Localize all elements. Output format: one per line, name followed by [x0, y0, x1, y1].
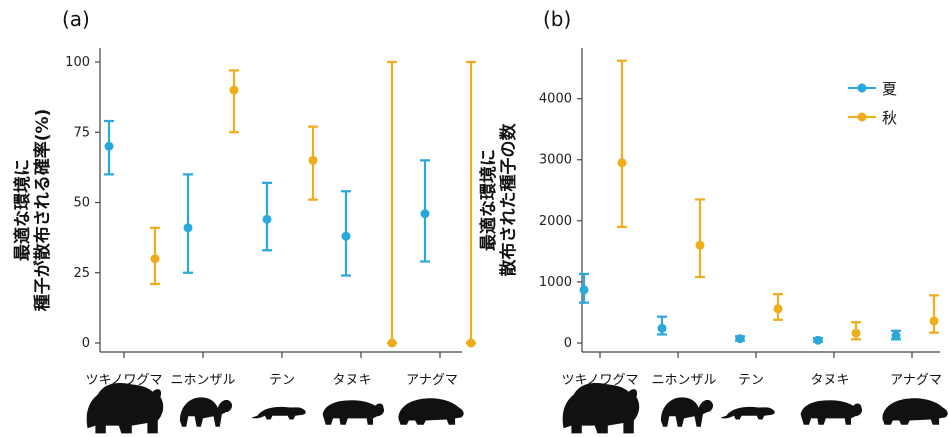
panel-a-yticks: 0 25 50 75 100: [65, 55, 100, 351]
panel-b-yticks: 0 1000 2000 3000 4000: [539, 92, 582, 351]
bear-silhouette-icon: [562, 383, 640, 434]
badger-silhouette-icon: [398, 398, 464, 425]
point-autumn: [387, 338, 397, 348]
legend: 夏 秋: [848, 80, 897, 127]
y-tick-label: 100: [65, 55, 90, 70]
marten-silhouette-icon: [251, 406, 306, 420]
point-autumn: [229, 85, 239, 95]
y-tick-label: 25: [73, 266, 90, 281]
point-summer: [891, 331, 901, 341]
panel-a-label: (a): [62, 7, 90, 31]
y-tick-label: 3000: [539, 153, 572, 168]
x-tick-label: ツキノワグマ: [85, 373, 162, 388]
x-tick-label: テン: [269, 373, 295, 388]
badger-silhouette-icon: [882, 398, 948, 425]
y-tick-label: 2000: [539, 214, 572, 229]
point-summer: [420, 209, 430, 219]
point-autumn: [773, 304, 783, 314]
legend-autumn-label: 秋: [882, 109, 897, 127]
point-summer: [104, 141, 114, 151]
panel-a-ylabel-line2: 種子が散布される確率(%): [32, 109, 53, 312]
marten-silhouette-icon: [720, 406, 775, 420]
point-summer: [657, 323, 667, 333]
x-tick-label: アナグマ: [406, 373, 458, 388]
panel-a: (a) 最適な環境に 種子が散布される確率(%) 0 25 50 75 100 ツキノワ…: [12, 7, 476, 388]
panel-b-ylabel-line2: 散布された種子の数: [498, 123, 519, 277]
point-summer: [813, 335, 823, 345]
x-tick-label: ニホンザル: [651, 373, 716, 388]
panel-b-ylabel-line1: 最適な環境に: [478, 149, 499, 251]
y-tick-label: 1000: [539, 275, 572, 290]
point-autumn: [929, 316, 939, 326]
y-tick-label: 0: [82, 336, 90, 351]
legend-summer-dot: [857, 83, 867, 93]
raccoon-dog-silhouette-icon: [800, 400, 863, 425]
panel-a-xticks: ツキノワグマ ニホンザル テン タヌキ アナグマ: [85, 352, 458, 388]
y-tick-label: 50: [73, 196, 90, 211]
panel-b-xticks: ツキノワグマ ニホンザル テン タヌキ アナグマ: [561, 352, 942, 388]
point-summer: [341, 231, 351, 241]
y-tick-label: 4000: [539, 92, 572, 107]
point-summer: [183, 223, 193, 233]
x-tick-label: アナグマ: [890, 373, 942, 388]
legend-summer-label: 夏: [882, 80, 897, 98]
point-autumn: [150, 254, 160, 264]
point-summer: [735, 334, 745, 344]
point-autumn: [308, 155, 318, 165]
bear-silhouette-icon: [86, 383, 164, 434]
x-tick-label: テン: [738, 373, 764, 388]
panel-a-marks: [104, 60, 476, 348]
x-tick-label: ツキノワグマ: [561, 373, 638, 388]
point-autumn: [851, 328, 861, 338]
panel-b-ylabel: 最適な環境に 散布された種子の数: [478, 123, 519, 277]
point-summer: [579, 285, 589, 295]
point-summer: [262, 214, 272, 224]
panel-b-animal-icons: [562, 383, 948, 434]
panel-b-marks: [579, 59, 939, 345]
x-tick-label: タヌキ: [332, 373, 371, 388]
point-autumn: [617, 158, 627, 168]
point-autumn: [695, 240, 705, 250]
y-tick-label: 0: [564, 336, 572, 351]
panel-a-ylabel: 最適な環境に 種子が散布される確率(%): [12, 109, 53, 312]
panel-b: (b) 最適な環境に 散布された種子の数 0 1000 2000 3000 4000 ツ…: [478, 7, 942, 388]
panel-a-ylabel-line1: 最適な環境に: [12, 159, 33, 261]
x-tick-label: ニホンザル: [170, 373, 235, 388]
panel-b-label: (b): [543, 7, 571, 31]
point-autumn: [466, 338, 476, 348]
y-tick-label: 75: [73, 125, 90, 140]
monkey-silhouette-icon: [179, 397, 233, 427]
raccoon-dog-silhouette-icon: [322, 400, 385, 425]
panel-a-animal-icons: [86, 383, 464, 434]
legend-autumn-dot: [857, 112, 867, 122]
monkey-silhouette-icon: [660, 397, 714, 427]
x-tick-label: タヌキ: [810, 373, 849, 388]
